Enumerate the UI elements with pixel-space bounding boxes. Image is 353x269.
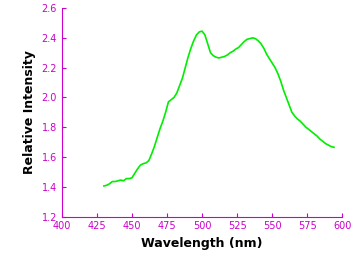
Y-axis label: Relative Intensity: Relative Intensity bbox=[23, 50, 36, 174]
X-axis label: Wavelength (nm): Wavelength (nm) bbox=[141, 237, 263, 250]
